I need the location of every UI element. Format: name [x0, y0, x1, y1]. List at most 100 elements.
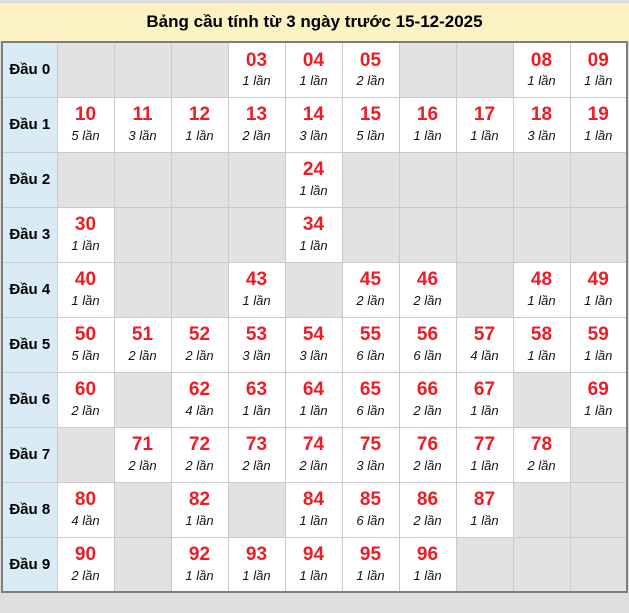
empty-cell	[170, 41, 229, 98]
cell-count: 2 lần	[413, 458, 442, 474]
empty-cell	[227, 481, 286, 538]
cell-count: 1 lần	[470, 403, 499, 419]
cell-number: 77	[473, 434, 496, 456]
number-cell: 24 1 lần	[284, 151, 343, 208]
cell-count: 1 lần	[470, 128, 499, 144]
number-cell: 46 2 lần	[398, 261, 457, 318]
cell-count: 1 lần	[527, 73, 556, 89]
row-label: Đầu 9	[1, 536, 58, 593]
number-cell: 50 5 lần	[56, 316, 115, 373]
table-row: Đầu 1 10 5 lần 11 3 lần 12 1 lần 13 2 lần 14 3 lần…	[1, 96, 628, 153]
cell-number: 03	[245, 49, 268, 71]
number-cell: 64 1 lần	[284, 371, 343, 428]
number-cell: 16 1 lần	[398, 96, 457, 153]
cell-number: 87	[473, 489, 496, 511]
number-cell: 86 2 lần	[398, 481, 457, 538]
row-label: Đầu 1	[1, 96, 58, 153]
number-cell: 92 1 lần	[170, 536, 229, 593]
cell-number: 90	[74, 544, 97, 565]
cell-number: 17	[473, 104, 496, 126]
number-cell: 77 1 lần	[455, 426, 514, 483]
empty-cell	[113, 41, 172, 98]
number-cell: 10 5 lần	[56, 96, 115, 153]
row-label: Đầu 3	[1, 206, 58, 263]
number-cell: 96 1 lần	[398, 536, 457, 593]
cell-count: 4 lần	[71, 513, 100, 529]
cell-number: 12	[188, 104, 211, 126]
cell-number: 73	[245, 434, 268, 456]
table-row: Đầu 0 03 1 lần 04 1 lần 05 2 lần 08 1 lần 09 1 lần	[1, 41, 628, 98]
number-cell: 82 1 lần	[170, 481, 229, 538]
row-label: Đầu 0	[1, 41, 58, 98]
cell-number: 65	[359, 379, 382, 401]
cell-count: 1 lần	[299, 567, 328, 583]
empty-cell	[569, 206, 628, 263]
number-cell: 45 2 lần	[341, 261, 400, 318]
cell-number: 46	[416, 269, 439, 291]
cell-count: 3 lần	[527, 128, 556, 144]
number-cell: 76 2 lần	[398, 426, 457, 483]
number-cell: 56 6 lần	[398, 316, 457, 373]
cell-count: 2 lần	[356, 293, 385, 309]
number-cell: 59 1 lần	[569, 316, 628, 373]
cell-count: 5 lần	[71, 128, 100, 144]
empty-cell	[569, 481, 628, 538]
number-cell: 58 1 lần	[512, 316, 571, 373]
number-cell: 75 3 lần	[341, 426, 400, 483]
cell-count: 6 lần	[356, 403, 385, 419]
cell-count: 1 lần	[584, 293, 613, 309]
empty-cell	[569, 536, 628, 593]
cell-count: 2 lần	[242, 128, 271, 144]
number-cell: 52 2 lần	[170, 316, 229, 373]
number-cell: 54 3 lần	[284, 316, 343, 373]
cell-count: 1 lần	[584, 73, 613, 89]
cell-count: 2 lần	[71, 403, 100, 419]
cell-count: 2 lần	[128, 458, 157, 474]
cell-count: 1 lần	[299, 238, 328, 254]
number-cell: 87 1 lần	[455, 481, 514, 538]
cell-count: 2 lần	[413, 513, 442, 529]
cell-number: 95	[359, 544, 382, 565]
cell-number: 14	[302, 104, 325, 126]
number-cell: 53 3 lần	[227, 316, 286, 373]
number-cell: 15 5 lần	[341, 96, 400, 153]
cell-count: 5 lần	[356, 128, 385, 144]
empty-cell	[398, 151, 457, 208]
cell-number: 85	[359, 489, 382, 511]
cell-number: 78	[530, 434, 553, 456]
cell-count: 3 lần	[242, 348, 271, 364]
cell-count: 1 lần	[242, 73, 271, 89]
number-cell: 49 1 lần	[569, 261, 628, 318]
page: Bảng cầu tính từ 3 ngày trước 15-12-2025…	[0, 3, 629, 593]
table-row: Đầu 2 24 1 lần	[1, 151, 628, 208]
cell-count: 1 lần	[185, 513, 214, 529]
cell-count: 1 lần	[242, 293, 271, 309]
cell-count: 1 lần	[470, 458, 499, 474]
table-title: Bảng cầu tính từ 3 ngày trước 15-12-2025	[0, 3, 629, 41]
cell-number: 09	[587, 49, 609, 71]
cell-count: 2 lần	[242, 458, 271, 474]
number-cell: 71 2 lần	[113, 426, 172, 483]
empty-cell	[56, 426, 115, 483]
cell-number: 74	[302, 434, 325, 456]
cell-number: 55	[359, 324, 382, 346]
number-cell: 90 2 lần	[56, 536, 115, 593]
cell-number: 96	[416, 544, 439, 565]
empty-cell	[512, 536, 571, 593]
number-cell: 51 2 lần	[113, 316, 172, 373]
cell-count: 1 lần	[584, 128, 613, 144]
number-cell: 55 6 lần	[341, 316, 400, 373]
number-cell: 72 2 lần	[170, 426, 229, 483]
cell-number: 62	[188, 379, 211, 401]
cell-count: 2 lần	[413, 293, 442, 309]
number-cell: 84 1 lần	[284, 481, 343, 538]
cell-count: 1 lần	[185, 567, 214, 583]
empty-cell	[113, 481, 172, 538]
cell-count: 3 lần	[299, 348, 328, 364]
cell-number: 59	[587, 324, 609, 346]
number-cell: 60 2 lần	[56, 371, 115, 428]
cell-count: 1 lần	[527, 293, 556, 309]
number-cell: 08 1 lần	[512, 41, 571, 98]
cell-count: 2 lần	[413, 403, 442, 419]
cell-count: 1 lần	[71, 293, 100, 309]
